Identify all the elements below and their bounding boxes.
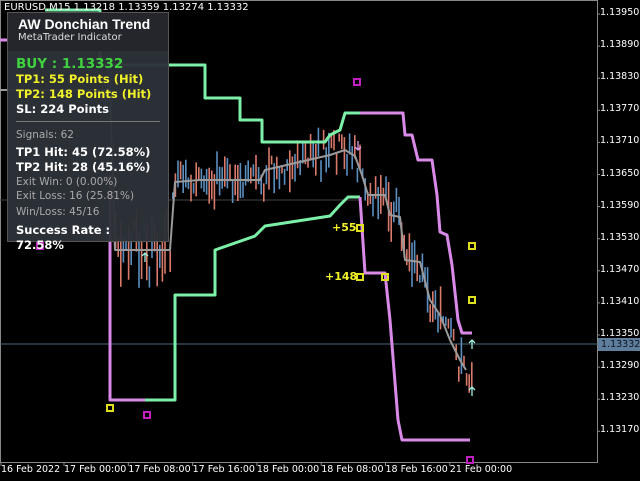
tp2-label: +148 bbox=[325, 270, 358, 283]
price-label: 1.13470 bbox=[600, 263, 640, 275]
yellow-marker-icon bbox=[468, 296, 476, 304]
price-label: 1.13830 bbox=[600, 71, 640, 83]
symbol-info: EURUSD,M15 1.13218 1.13359 1.13274 1.133… bbox=[4, 2, 249, 13]
tp2-hit: TP2 Hit: 28 (45.16%) bbox=[16, 160, 151, 174]
yellow-marker-icon bbox=[468, 242, 476, 250]
price-label: 1.13890 bbox=[600, 39, 640, 51]
time-label: 16 Feb 2022 bbox=[1, 464, 61, 475]
yellow-marker-icon bbox=[381, 273, 389, 281]
buy-arrow-icon bbox=[141, 252, 149, 262]
exit-loss: Exit Loss: 16 (25.81%) bbox=[16, 190, 135, 202]
exit-win: Exit Win: 0 (0.00%) bbox=[16, 176, 118, 188]
panel-title: AW Donchian Trend bbox=[18, 16, 151, 32]
time-label: 17 Feb 16:00 bbox=[192, 464, 255, 475]
tp1-text: TP1: 55 Points (Hit) bbox=[16, 72, 144, 86]
price-label: 1.13770 bbox=[600, 103, 640, 115]
sell-arrow-icon bbox=[354, 141, 362, 151]
buy-arrow-icon bbox=[468, 339, 476, 349]
yellow-marker-icon bbox=[106, 404, 114, 412]
time-label: 17 Feb 00:00 bbox=[64, 464, 127, 475]
tp1-label: +55 bbox=[332, 221, 357, 234]
time-label: 17 Feb 08:00 bbox=[128, 464, 191, 475]
tp1-hit: TP1 Hit: 45 (72.58%) bbox=[16, 145, 151, 159]
sl-text: SL: 224 Points bbox=[16, 102, 110, 116]
magenta-marker-icon bbox=[36, 242, 44, 250]
indicator-panel: AW Donchian Trend MetaTrader Indicator B… bbox=[7, 12, 169, 252]
lower-band-bullish bbox=[145, 195, 360, 402]
price-label: 1.13170 bbox=[600, 424, 640, 436]
magenta-marker-icon bbox=[143, 411, 151, 419]
magenta-marker-icon bbox=[466, 456, 474, 464]
panel-subtitle: MetaTrader Indicator bbox=[18, 32, 122, 43]
magenta-marker-icon bbox=[353, 78, 361, 86]
time-label: 18 Feb 16:00 bbox=[385, 464, 448, 475]
panel-header: AW Donchian Trend MetaTrader Indicator bbox=[8, 13, 168, 51]
price-label: 1.13650 bbox=[600, 167, 640, 179]
lower-band-bearish bbox=[108, 175, 145, 402]
win-loss: Win/Loss: 45/16 bbox=[16, 206, 100, 218]
yellow-marker-icon bbox=[356, 273, 364, 281]
price-label: 1.13350 bbox=[600, 328, 640, 339]
price-label: 1.13410 bbox=[600, 295, 640, 307]
price-label: 1.13590 bbox=[600, 199, 640, 211]
price-label: 1.13710 bbox=[600, 135, 640, 147]
price-label: 1.13290 bbox=[600, 360, 640, 372]
divider bbox=[16, 121, 160, 122]
price-label: 1.13950 bbox=[600, 7, 640, 18]
signals-count: Signals: 62 bbox=[16, 129, 74, 141]
price-label: 1.13230 bbox=[600, 392, 640, 404]
yellow-marker-icon bbox=[356, 224, 364, 232]
price-label: 1.13530 bbox=[600, 231, 640, 243]
current-price-tag: 1.13332 bbox=[598, 338, 640, 351]
donchian-mid-line bbox=[0, 89, 467, 371]
success-rate: Success Rate : 72.58% bbox=[16, 223, 111, 252]
time-label: 18 Feb 00:00 bbox=[256, 464, 320, 475]
lower-band-bearish bbox=[358, 196, 470, 442]
tp2-text: TP2: 148 Points (Hit) bbox=[16, 87, 152, 101]
signal-text: BUY : 1.13332 bbox=[16, 56, 124, 72]
buy-arrow-icon bbox=[468, 386, 476, 396]
time-label: 21 Feb 00:00 bbox=[449, 464, 513, 475]
time-label: 18 Feb 08:00 bbox=[321, 464, 384, 475]
upper-band-bearish bbox=[360, 111, 472, 335]
chart-frame bbox=[0, 0, 598, 463]
